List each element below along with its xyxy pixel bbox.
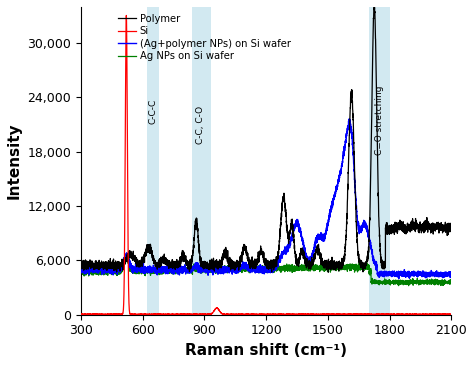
(Ag+polymer NPs) on Si wafer <box>346 117 352 121</box>
Si <box>347 312 353 316</box>
(Ag+polymer NPs) on Si wafer <box>254 266 260 271</box>
Ag NPs on Si wafer <box>254 265 260 269</box>
Polymer <box>419 226 424 230</box>
Ag NPs on Si wafer <box>406 284 411 288</box>
Polymer <box>326 270 331 274</box>
Text: C-C-C: C-C-C <box>148 99 157 124</box>
Bar <box>147 7 159 315</box>
Ag NPs on Si wafer <box>123 253 129 258</box>
(Ag+polymer NPs) on Si wafer <box>437 274 443 278</box>
Line: Si: Si <box>81 15 451 315</box>
Si <box>237 312 243 316</box>
Text: C-C, C-O: C-C, C-O <box>196 105 205 144</box>
Ag NPs on Si wafer <box>234 269 239 273</box>
Line: (Ag+polymer NPs) on Si wafer: (Ag+polymer NPs) on Si wafer <box>81 119 451 279</box>
Text: C=O stretching: C=O stretching <box>375 85 384 155</box>
(Ag+polymer NPs) on Si wafer <box>396 277 401 281</box>
Polymer <box>371 5 377 9</box>
Bar <box>192 7 210 315</box>
Si <box>234 312 239 317</box>
(Ag+polymer NPs) on Si wafer <box>78 264 84 269</box>
(Ag+polymer NPs) on Si wafer <box>419 272 424 277</box>
Polymer <box>234 264 239 268</box>
Si <box>78 312 84 316</box>
Si <box>254 312 260 316</box>
Y-axis label: Intensity: Intensity <box>7 123 22 199</box>
Ag NPs on Si wafer <box>347 264 353 269</box>
Polymer <box>237 261 242 265</box>
Polymer <box>347 110 353 115</box>
Ag NPs on Si wafer <box>78 270 84 274</box>
Ag NPs on Si wafer <box>448 279 454 283</box>
Polymer <box>437 228 443 233</box>
Ag NPs on Si wafer <box>237 266 243 270</box>
X-axis label: Raman shift (cm⁻¹): Raman shift (cm⁻¹) <box>185 343 347 358</box>
Line: Ag NPs on Si wafer: Ag NPs on Si wafer <box>81 255 451 286</box>
Si <box>124 13 129 18</box>
Ag NPs on Si wafer <box>419 281 424 285</box>
(Ag+polymer NPs) on Si wafer <box>237 266 242 270</box>
Polymer <box>448 227 454 231</box>
Si <box>437 312 443 316</box>
Polymer <box>254 261 260 265</box>
Si <box>419 312 424 316</box>
Bar <box>369 7 390 315</box>
(Ag+polymer NPs) on Si wafer <box>448 271 454 275</box>
Ag NPs on Si wafer <box>437 281 443 285</box>
Polymer <box>78 259 84 263</box>
Line: Polymer: Polymer <box>81 7 451 272</box>
Si <box>372 312 378 317</box>
Legend: Polymer, Si, (Ag+polymer NPs) on Si wafer, Ag NPs on Si wafer: Polymer, Si, (Ag+polymer NPs) on Si wafe… <box>116 12 293 64</box>
(Ag+polymer NPs) on Si wafer <box>234 270 239 274</box>
(Ag+polymer NPs) on Si wafer <box>347 119 353 124</box>
Si <box>448 312 454 316</box>
